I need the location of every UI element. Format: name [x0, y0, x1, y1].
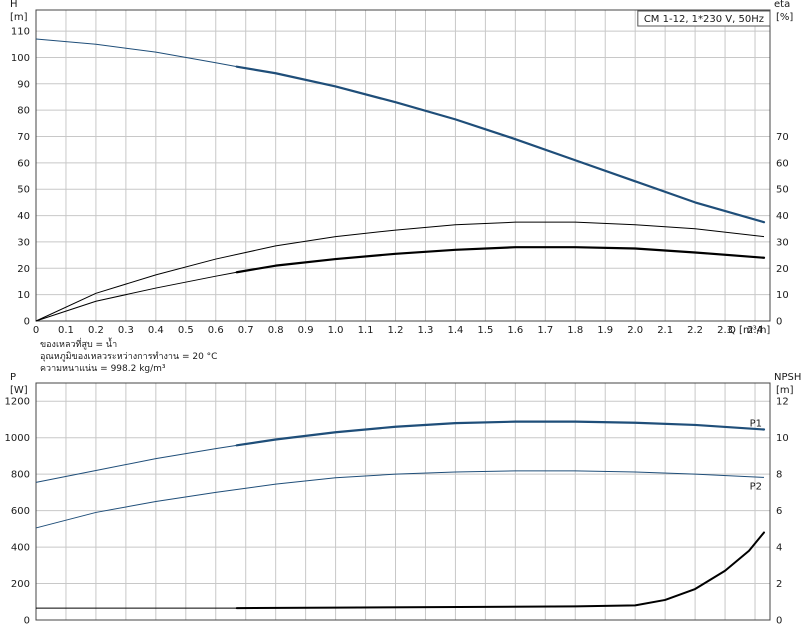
y-right-tick-label: 8	[776, 470, 782, 481]
plot-border-1	[35, 382, 771, 621]
y-right-tick-label: 60	[776, 158, 789, 169]
y-right-tick-label: 20	[776, 264, 789, 275]
y-right-axis-label: eta	[774, 0, 790, 10]
x-tick-label: 0	[33, 325, 39, 336]
x-tick-label: 2.1	[657, 325, 673, 336]
x-tick-label: 1.6	[507, 325, 523, 336]
y-right-axis-unit: [%]	[776, 12, 793, 23]
x-tick-label: 0.8	[268, 325, 284, 336]
y-left-tick-label: 60	[17, 158, 30, 169]
y-left-axis-label: H	[10, 0, 18, 10]
y-right-tick-label: 2	[776, 579, 782, 590]
y-right-tick-label: 40	[776, 211, 789, 222]
series-label-p1: P1	[750, 418, 762, 429]
series-line-thin	[35, 470, 765, 529]
plot-border-0	[35, 9, 771, 322]
y-right-tick-label: 0	[776, 616, 782, 627]
x-tick-label: 0.6	[208, 325, 224, 336]
y-left-tick-label: 110	[11, 27, 30, 38]
chart-title: CM 1-12, 1*230 V, 50Hz	[644, 14, 764, 25]
x-axis-label: Q [m³/h]	[728, 325, 770, 336]
x-tick-label: 0.2	[88, 325, 104, 336]
series-line	[235, 246, 766, 274]
y-left-tick-label: 80	[17, 106, 30, 117]
x-tick-label: 0.7	[238, 325, 254, 336]
y-right-tick-label: 12	[776, 397, 789, 408]
y-right-tick-label: 50	[776, 185, 789, 196]
y-left-tick-label: 50	[17, 185, 30, 196]
y-left-tick-label: 800	[11, 470, 30, 481]
y-left-tick-label: 90	[17, 79, 30, 90]
y-right-axis-label: NPSH	[774, 372, 801, 383]
x-tick-label: 1.9	[597, 325, 613, 336]
y-left-tick-label: 0	[24, 317, 30, 328]
x-tick-label: 2.0	[627, 325, 643, 336]
y-left-tick-label: 70	[17, 132, 30, 143]
y-left-tick-label: 100	[11, 53, 30, 64]
y-left-tick-label: 1000	[5, 433, 30, 444]
y-left-tick-label: 20	[17, 264, 30, 275]
x-tick-label: 1.4	[447, 325, 463, 336]
x-tick-label: 0.5	[178, 325, 194, 336]
series-label-p2: P2	[750, 481, 762, 492]
y-left-axis-unit: [m]	[10, 12, 28, 23]
fluid-note: อุณหภูมิของเหลวระหว่างการทำงาน = 20 °C	[40, 351, 217, 362]
fluid-note: ความหนาแน่น = 998.2 kg/m³	[40, 364, 166, 374]
series-line	[235, 531, 766, 610]
y-right-tick-label: 4	[776, 543, 782, 554]
y-left-tick-label: 200	[11, 579, 30, 590]
y-left-tick-label: 1200	[5, 397, 30, 408]
x-tick-label: 0.1	[58, 325, 74, 336]
y-left-tick-label: 40	[17, 211, 30, 222]
y-left-tick-label: 600	[11, 506, 30, 517]
y-left-tick-label: 400	[11, 543, 30, 554]
x-tick-label: 0.4	[148, 325, 164, 336]
y-right-tick-label: 30	[776, 237, 789, 248]
series-line-thin	[35, 221, 765, 322]
x-tick-label: 1.8	[567, 325, 583, 336]
y-left-tick-label: 0	[24, 616, 30, 627]
x-tick-label: 1.0	[328, 325, 344, 336]
y-right-tick-label: 6	[776, 506, 782, 517]
plot-frame-1	[35, 382, 771, 621]
chart-title-box	[637, 10, 771, 27]
x-tick-label: 1.1	[358, 325, 374, 336]
plot-frame-0	[35, 9, 771, 322]
x-tick-label: 1.5	[477, 325, 493, 336]
y-left-tick-label: 30	[17, 237, 30, 248]
x-tick-label: 2.2	[687, 325, 703, 336]
x-tick-label: 1.2	[388, 325, 404, 336]
x-tick-label: 2.3	[717, 325, 733, 336]
y-right-tick-label: 0	[776, 317, 782, 328]
fluid-note: ของเหลวที่สูบ = น้ำ	[40, 337, 117, 350]
y-right-axis-unit: [m]	[776, 385, 794, 396]
x-tick-label: 2.4	[747, 325, 763, 336]
series-line	[235, 65, 766, 224]
y-right-tick-label: 10	[776, 433, 789, 444]
series-line	[235, 420, 766, 447]
y-right-tick-label: 10	[776, 290, 789, 301]
y-left-axis-label: P	[10, 372, 16, 383]
y-right-tick-label: 70	[776, 132, 789, 143]
y-left-tick-label: 10	[17, 290, 30, 301]
x-tick-label: 0.3	[118, 325, 134, 336]
x-tick-label: 1.7	[537, 325, 553, 336]
x-tick-label: 0.9	[298, 325, 314, 336]
x-tick-label: 1.3	[418, 325, 434, 336]
y-left-axis-unit: [W]	[10, 385, 28, 396]
